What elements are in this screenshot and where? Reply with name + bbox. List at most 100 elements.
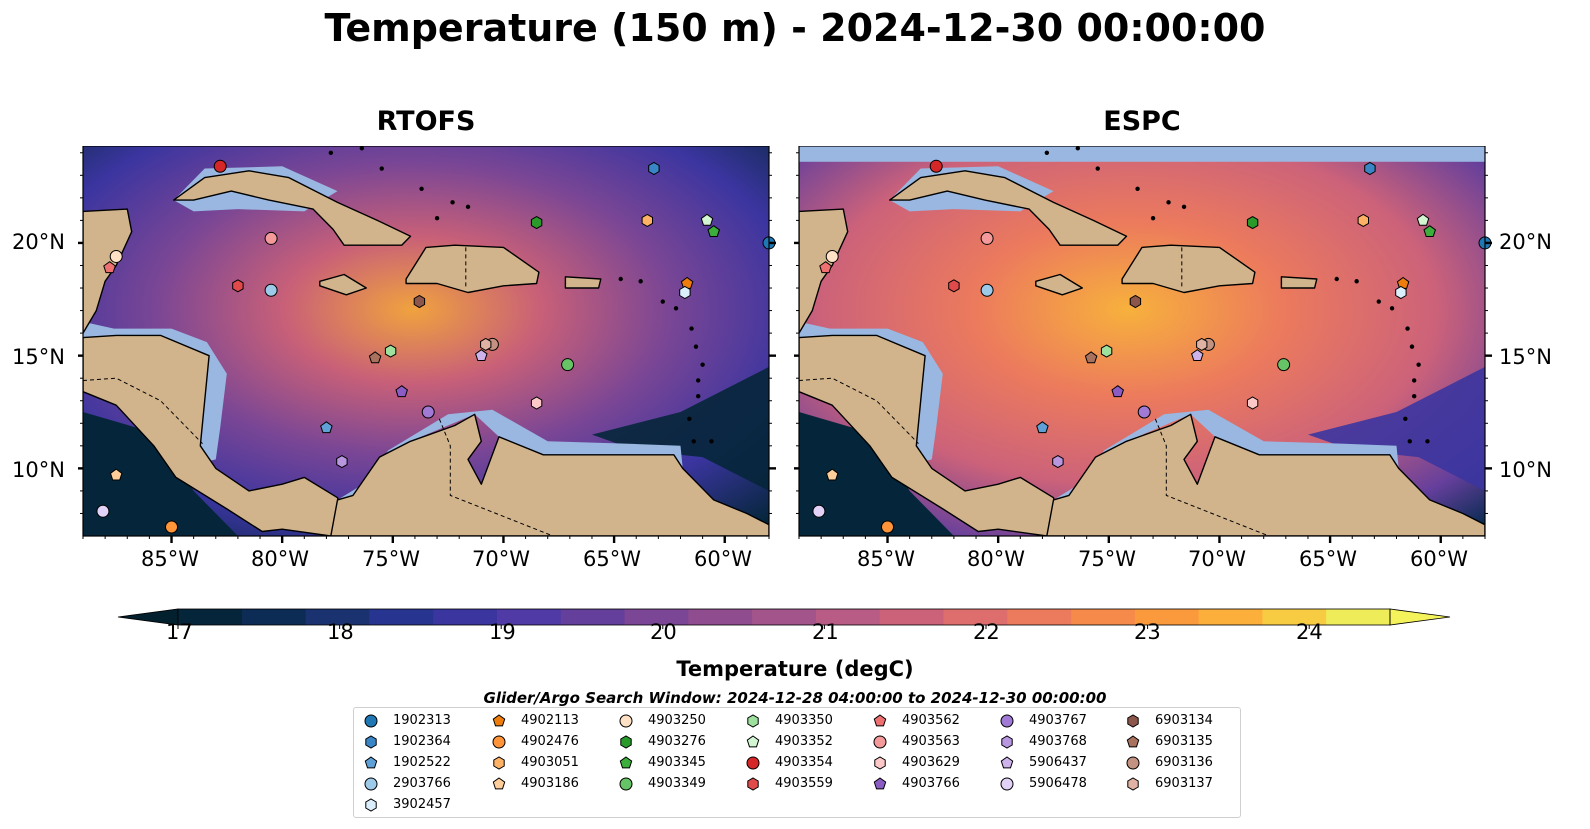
legend-marker-icon (1127, 713, 1139, 728)
legend-item-4903563: 4903563 (871, 731, 960, 752)
legend-marker-icon (619, 714, 633, 727)
legend-marker-icon (873, 735, 887, 748)
float-marker-1902522 (320, 421, 333, 434)
colorbar-title: Temperature (degC) (676, 657, 914, 681)
panel-title-espc: ESPC (1103, 106, 1181, 137)
legend-label: 5906478 (1029, 776, 1087, 791)
legend-marker-icon (619, 755, 633, 768)
legend-marker-icon (873, 776, 887, 789)
float-marker-4903250 (109, 249, 123, 263)
lat-tick-label: 20°N (12, 230, 65, 254)
legend-item-4902113: 4902113 (490, 710, 579, 731)
float-marker-6903137 (480, 337, 492, 351)
float-marker-4903352 (1416, 213, 1430, 226)
float-marker-3902457 (1395, 285, 1407, 300)
legend-marker-icon (746, 756, 760, 769)
lat-tick-label: 20°N (1499, 230, 1552, 254)
legend-item-4903250: 4903250 (617, 710, 706, 731)
legend-marker-icon (1126, 756, 1140, 769)
float-marker-4903562 (103, 261, 116, 274)
lon-tick-label: 85°W (141, 547, 199, 571)
legend-item-5906478: 5906478 (998, 773, 1087, 794)
legend-marker-icon (873, 713, 887, 726)
legend-item-4903276: 4903276 (617, 731, 706, 752)
lon-tick-label: 80°W (251, 547, 309, 571)
legend-marker-icon (620, 734, 632, 749)
float-marker-4903629 (1246, 396, 1259, 410)
lon-tick-label: 80°W (967, 547, 1025, 571)
legend-label: 1902313 (393, 713, 451, 728)
legend-item-4903562: 4903562 (871, 710, 960, 731)
float-marker-4903767 (1137, 405, 1151, 419)
legend-marker-icon (874, 755, 886, 770)
float-marker-5906437 (1191, 349, 1204, 361)
float-marker-4903563 (980, 231, 994, 245)
float-marker-4903250 (825, 249, 839, 263)
colorbar-tick-label: 21 (812, 620, 839, 644)
legend-label: 4903768 (1029, 734, 1087, 749)
legend-item-4903629: 4903629 (871, 752, 960, 773)
float-marker-4903186 (825, 468, 839, 481)
legend-label: 4903767 (1029, 713, 1087, 728)
float-marker-4903349 (1277, 358, 1291, 372)
colorbar-tick-label: 20 (650, 620, 677, 644)
legend-label: 6903135 (1155, 734, 1213, 749)
map-panel-espc (794, 146, 1492, 543)
legend-marker-icon (364, 714, 378, 727)
legend-label: 4902113 (521, 713, 579, 728)
legend-label: 4903349 (648, 776, 706, 791)
float-marker-4902476 (165, 520, 179, 534)
legend-item-1902522: 1902522 (362, 752, 451, 773)
legend-label: 6903136 (1155, 755, 1213, 770)
legend-item-1902364: 1902364 (362, 731, 451, 752)
legend-marker-icon (364, 755, 378, 768)
legend-label: 3902457 (393, 797, 451, 812)
float-marker-5906478 (96, 504, 110, 518)
legend-marker-icon (1000, 714, 1014, 727)
lon-tick-label: 65°W (1299, 547, 1357, 571)
legend-item-5906437: 5906437 (998, 752, 1087, 773)
float-marker-4903766 (395, 385, 408, 398)
legend-label: 6903134 (1155, 713, 1213, 728)
figure-title: Temperature (150 m) - 2024-12-30 00:00:0… (324, 6, 1266, 50)
legend-marker-icon (1000, 755, 1014, 768)
colorbar-tick-label: 17 (166, 620, 193, 644)
legend-item-4903350: 4903350 (744, 710, 833, 731)
lat-tick-label: 10°N (1499, 458, 1552, 482)
legend-label: 2903766 (393, 776, 451, 791)
legend-marker-icon (1126, 734, 1140, 747)
legend-marker-icon (365, 797, 377, 812)
legend-item-4903768: 4903768 (998, 731, 1087, 752)
lat-tick-label: 15°N (1499, 345, 1552, 369)
legend-marker-icon (364, 777, 378, 790)
float-marker-2903766 (264, 283, 278, 297)
float-marker-6903134 (413, 294, 426, 309)
legend-item-6903135: 6903135 (1124, 731, 1213, 752)
float-marker-1902522 (1036, 421, 1049, 434)
float-marker-6903135 (368, 351, 382, 364)
float-marker-3902457 (679, 285, 691, 300)
legend-label: 4903345 (648, 755, 706, 770)
legend-item-4903345: 4903345 (617, 752, 706, 773)
float-legend: 1902313 1902364 1902522 2903766 3902457 49021… (353, 707, 1241, 818)
legend-label: 4903562 (902, 713, 960, 728)
legend-label: 4903352 (775, 734, 833, 749)
float-marker-5906478 (812, 504, 826, 518)
float-marker-4903629 (530, 396, 543, 410)
float-marker-1902364 (648, 161, 660, 176)
colorbar-tick-label: 24 (1296, 620, 1323, 644)
legend-title: Glider/Argo Search Window: 2024-12-28 04… (483, 689, 1107, 707)
float-marker-5906437 (475, 349, 488, 361)
legend-marker-icon (1001, 734, 1013, 749)
legend-item-4903766: 4903766 (871, 773, 960, 794)
legend-marker-icon (746, 734, 760, 747)
legend-label: 4903186 (521, 776, 579, 791)
colorbar-tick-label: 22 (973, 620, 1000, 644)
legend-item-4903349: 4903349 (617, 773, 706, 794)
legend-marker-icon (1000, 777, 1014, 790)
float-marker-4903768 (336, 455, 348, 469)
legend-label: 4903766 (902, 776, 960, 791)
panel-title-rtofs: RTOFS (376, 106, 476, 137)
lon-tick-label: 60°W (1410, 547, 1468, 571)
lon-tick-label: 70°W (1188, 547, 1246, 571)
